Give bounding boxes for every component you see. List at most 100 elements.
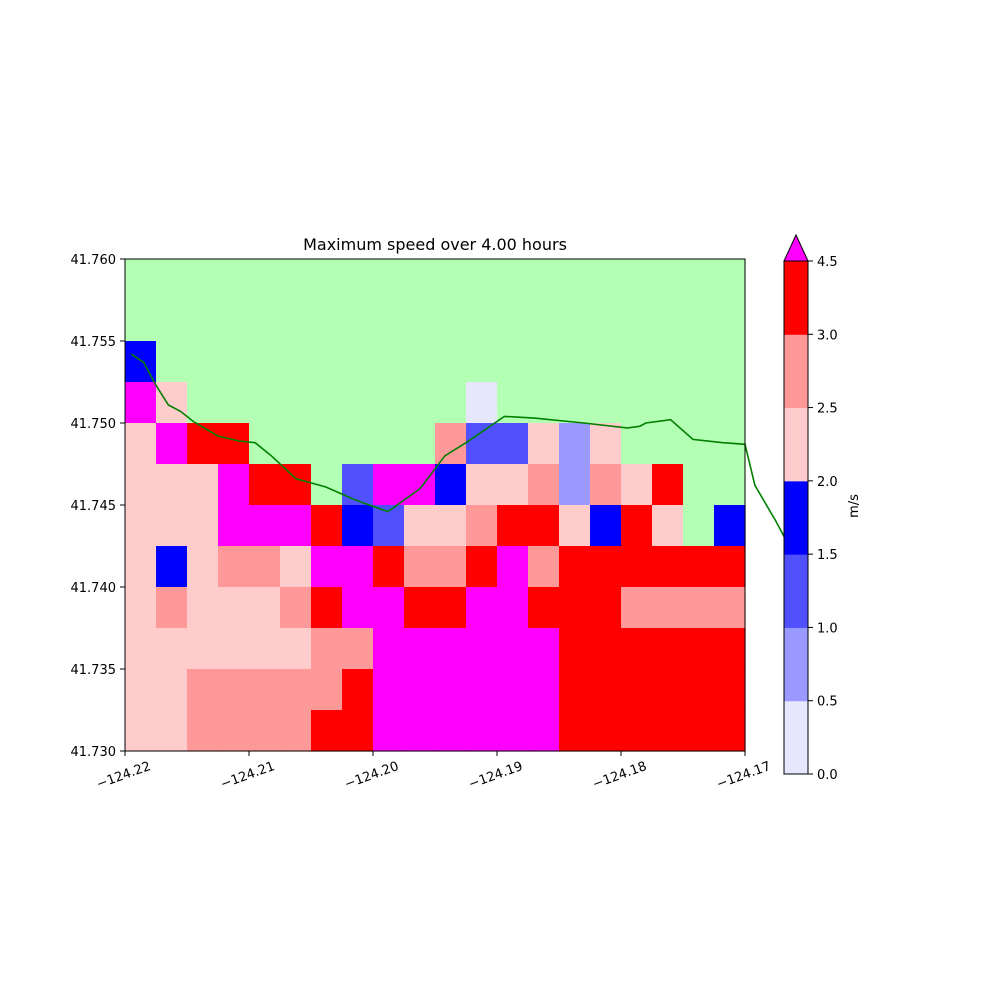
heatmap-cell [652,382,684,424]
coastline-line [130,353,786,539]
heatmap-cell [249,341,281,383]
heatmap-cell [218,669,250,711]
heatmap-cell [683,546,715,588]
heatmap-cell [342,259,374,301]
heatmap-cell [590,464,622,506]
x-tick-label: −124.18 [591,759,649,792]
heatmap-cell [156,669,188,711]
heatmap-cell [125,669,157,711]
heatmap-cell [621,382,653,424]
heatmap-cell [528,587,560,629]
heatmap-cell [590,300,622,342]
heatmap-cell [590,546,622,588]
heatmap-cell [590,505,622,547]
heatmap-cell [497,628,529,670]
heatmap-cell [466,300,498,342]
heatmap-cell [714,628,746,670]
heatmap-cell [714,259,746,301]
heatmap-cell [466,546,498,588]
heatmap-cell [652,587,684,629]
heatmap-cell [590,669,622,711]
heatmap-cell [280,628,312,670]
heatmap-cell [373,382,405,424]
heatmap-cell [156,505,188,547]
heatmap-cell [342,669,374,711]
heatmap-cell [683,710,715,752]
heatmap-cell [683,505,715,547]
heatmap-cell [714,300,746,342]
heatmap-cell [497,546,529,588]
heatmap-cell [714,546,746,588]
heatmap-cell [528,464,560,506]
heatmap-cell [559,669,591,711]
heatmap-cell [249,546,281,588]
heatmap-cell [559,464,591,506]
heatmap-cell [466,382,498,424]
y-tick-label: 41.730 [71,745,117,760]
heatmap-cell [311,546,343,588]
colorbar-segment [784,700,808,775]
heatmap-cell [683,300,715,342]
heatmap-cell [249,259,281,301]
heatmap-cell [187,423,219,465]
heatmap-cell [497,341,529,383]
heatmap-cell [559,341,591,383]
heatmap-cell [218,710,250,752]
heatmap-cell [280,669,312,711]
heatmap-cell [435,587,467,629]
heatmap-cell [559,587,591,629]
colorbar-segment [784,261,808,335]
heatmap-cell [466,423,498,465]
plot-area [125,259,746,752]
heatmap-cell [404,546,436,588]
colorbar-label: m/s [847,494,862,518]
heatmap-cell [404,628,436,670]
heatmap-cell [156,710,188,752]
heatmap-cell [559,382,591,424]
heatmap-cell [342,546,374,588]
heatmap-cell [652,259,684,301]
heatmap-cell [373,710,405,752]
heatmap-cell [125,546,157,588]
heatmap-cell [249,423,281,465]
heatmap-cell [280,546,312,588]
heatmap-cell [528,300,560,342]
heatmap-cell [373,259,405,301]
y-tick-label: 41.750 [71,417,117,432]
heatmap-cell [404,382,436,424]
heatmap-cell [125,710,157,752]
heatmap-cell [497,464,529,506]
heatmap-cell [187,587,219,629]
heatmap-cell [249,710,281,752]
heatmap-cell [652,341,684,383]
heatmap-cell [280,505,312,547]
heatmap-cell [373,423,405,465]
heatmap-cell [435,546,467,588]
heatmap-cell [466,464,498,506]
heatmap-cell [714,669,746,711]
heatmap-cell [466,669,498,711]
heatmap-cell [249,382,281,424]
chart-title: Maximum speed over 4.00 hours [303,235,567,254]
heatmap-cell [497,710,529,752]
heatmap-cell [466,505,498,547]
colorbar-segment [784,480,808,555]
heatmap-cell [652,669,684,711]
heatmap-cell [652,300,684,342]
heatmap-cell [528,710,560,752]
heatmap-cell [497,423,529,465]
heatmap-cell [466,628,498,670]
heatmap-cell [249,505,281,547]
heatmap-cell [683,259,715,301]
heatmap-cell [311,669,343,711]
colorbar-tick-label: 0.5 [817,695,838,710]
heatmap-cell [373,587,405,629]
heatmap-cell [466,259,498,301]
heatmap-cell [528,382,560,424]
heatmap-cell [404,341,436,383]
heatmap-cell [156,464,188,506]
heatmap-cell [125,300,157,342]
heatmap-cell [280,587,312,629]
heatmap-cell [714,587,746,629]
heatmap-cell [249,628,281,670]
